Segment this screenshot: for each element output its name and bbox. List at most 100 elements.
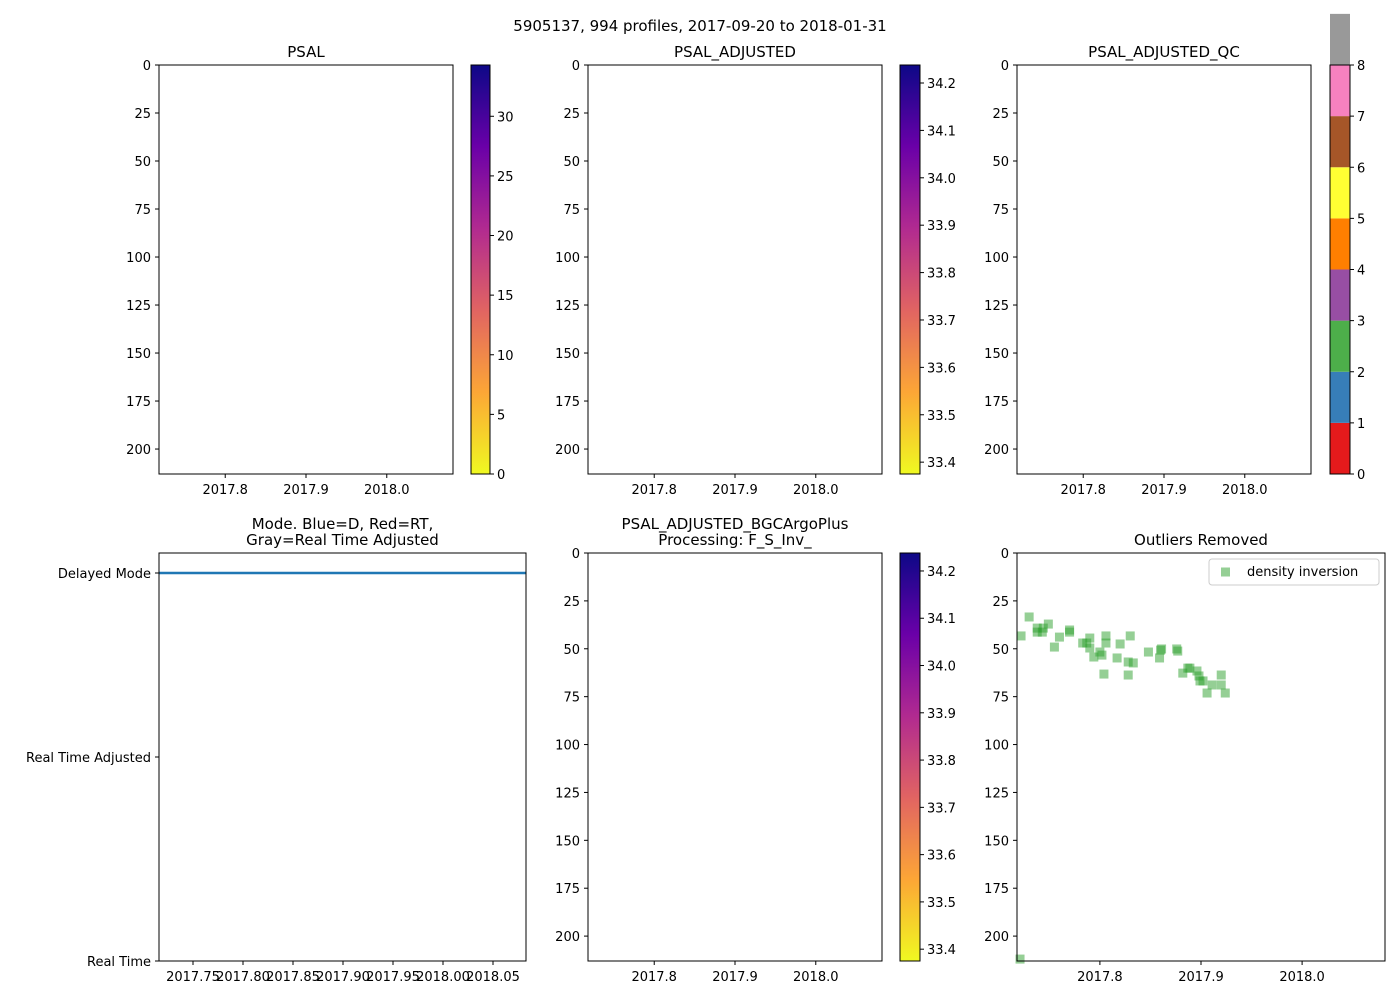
y-tick-label: 50 — [134, 155, 151, 170]
legend-box — [1208, 558, 1380, 586]
y-tick-label: 25 — [563, 595, 580, 610]
legend-marker — [1221, 567, 1230, 577]
y-tick-label: 25 — [992, 107, 1009, 122]
y-tick-label: 200 — [984, 443, 1009, 458]
data-point — [1143, 647, 1153, 657]
colorbar-tick-label: 34.1 — [927, 124, 956, 139]
y-tick-label: 0 — [1001, 59, 1009, 74]
data-point — [1016, 631, 1026, 641]
data-point — [1038, 623, 1048, 633]
x-tick-label: 2017.8 — [1060, 483, 1106, 498]
y-tick-label: 75 — [563, 691, 580, 706]
data-point — [1082, 638, 1092, 648]
y-tick-label: 50 — [992, 155, 1009, 170]
y-tick-label: 0 — [143, 59, 151, 74]
x-tick-label: 2018.0 — [1222, 483, 1268, 498]
data-point — [1043, 619, 1053, 629]
colorbar-tick-label: 5 — [1357, 212, 1365, 227]
y-tick-label: 200 — [984, 930, 1009, 945]
y-tick-label: 175 — [555, 882, 580, 897]
x-tick-label: 2017.8 — [202, 483, 248, 498]
y-tick-label: 125 — [984, 299, 1009, 314]
data-point — [1115, 639, 1125, 649]
y-tick-label: 125 — [555, 786, 580, 801]
x-tick-label: 2018.0 — [1279, 970, 1325, 985]
y-tick-label: 150 — [984, 834, 1009, 849]
colorbar-tick-label: 30 — [497, 110, 514, 125]
colorbar-frame — [899, 552, 921, 962]
colorbar: 33.4 33.5 33.6 33.7 33.8 33.9 34.0 34.1 34.2 — [899, 552, 956, 962]
colorbar: 0 5 10 15 20 25 30 — [470, 64, 514, 483]
data-point — [1049, 642, 1059, 652]
y-tick-label: 125 — [126, 299, 151, 314]
y-tick-label: 100 — [984, 739, 1009, 754]
x-tick-label: 2017.85 — [266, 970, 320, 985]
panel-title: Outliers Removed — [1134, 531, 1268, 549]
data-point — [1065, 627, 1075, 637]
colorbar-tick-label: 34.0 — [927, 660, 956, 675]
colorbar-tick-label: 33.8 — [927, 754, 956, 769]
colorbar-tick-label: 34.2 — [927, 565, 956, 580]
colorbar-tick-label: 33.6 — [927, 361, 956, 376]
data-point — [1054, 632, 1064, 642]
data-point — [1085, 643, 1095, 653]
y-tick-label: 150 — [126, 347, 151, 362]
colorbar-tick-label: 33.5 — [927, 409, 956, 424]
y-tick-label: 100 — [555, 739, 580, 754]
colorbar-tick-label: 34.2 — [927, 77, 956, 92]
colorbar-segment — [1330, 422, 1350, 474]
y-tick-label: 75 — [563, 203, 580, 218]
colorbar-gradient — [471, 65, 490, 474]
data-point — [1112, 653, 1122, 663]
data-point — [1216, 670, 1226, 680]
colorbar-frame — [899, 64, 921, 475]
panel-title: Gray=Real Time Adjusted — [246, 531, 439, 549]
y-tick-label: 50 — [563, 155, 580, 170]
colorbar-tick-label: 33.9 — [927, 219, 956, 234]
x-tick-label: 2018.00 — [416, 970, 470, 985]
data-point — [1216, 680, 1226, 690]
y-tick-label: 150 — [984, 347, 1009, 362]
panel-title: Mode. Blue=D, Red=RT, — [252, 515, 434, 533]
data-point — [1097, 650, 1107, 660]
y-tick-label: 50 — [992, 643, 1009, 658]
y-tick-label: 100 — [984, 251, 1009, 266]
y-tick-label: 200 — [555, 443, 580, 458]
colorbar: 33.4 33.5 33.6 33.7 33.8 33.9 34.0 34.1 34.2 — [899, 64, 956, 475]
colorbar-tick-label: 3 — [1357, 315, 1365, 330]
colorbar-tick-label: 6 — [1357, 161, 1365, 176]
colorbar-tick-label: 0 — [1357, 468, 1365, 483]
y-tick-label: 0 — [572, 59, 580, 74]
x-tick-label: 2018.05 — [466, 970, 520, 985]
x-tick-label: 2017.8 — [631, 970, 677, 985]
data-point — [1085, 633, 1095, 643]
colorbar-tick-label: 8 — [1357, 59, 1365, 74]
colorbar-segment — [1330, 13, 1350, 65]
y-tick-label: 75 — [992, 691, 1009, 706]
axes-frame — [587, 64, 883, 475]
colorbar-tick-label: 34.0 — [927, 172, 956, 187]
y-tick-label: 50 — [563, 643, 580, 658]
colorbar-tick-label: 33.9 — [927, 707, 956, 722]
colorbar-tick-label: 33.4 — [927, 943, 956, 958]
y-tick-label: 200 — [126, 443, 151, 458]
y-tick-label: 100 — [126, 251, 151, 266]
y-tick-label: 25 — [563, 107, 580, 122]
panel-title: PSAL_ADJUSTED — [674, 43, 796, 62]
axes-frame — [587, 552, 883, 962]
colorbar-tick-label: 15 — [497, 289, 514, 304]
data-point — [1089, 652, 1099, 662]
data-point — [1157, 644, 1167, 654]
panel-psal-adjusted: PSAL_ADJUSTED 2017.8 2017.9 2018.0 0 25 50 75 10… — [555, 43, 956, 498]
colorbar-tick-label: 33.7 — [927, 314, 956, 329]
colorbar-frame — [470, 64, 491, 475]
x-tick-label: 2017.9 — [1141, 483, 1187, 498]
data-point — [1123, 657, 1133, 667]
data-point — [1101, 638, 1111, 648]
colorbar-segment — [1330, 65, 1350, 117]
y-tick-label: 0 — [572, 547, 580, 562]
x-tick-label: 2018.0 — [793, 483, 839, 498]
x-tick-label: 2018.0 — [364, 483, 410, 498]
legend: density inversion — [1208, 558, 1380, 586]
